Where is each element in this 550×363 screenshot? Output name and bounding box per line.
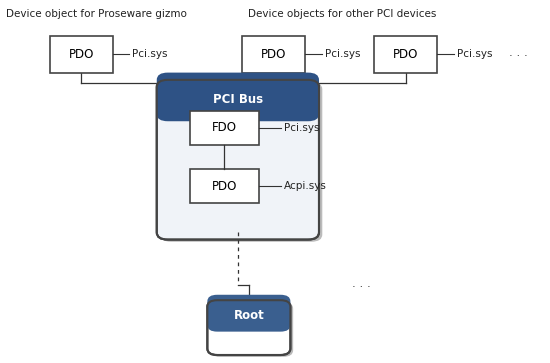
Text: Pci.sys: Pci.sys	[132, 49, 168, 60]
Bar	[374, 36, 437, 73]
Text: Device object for Proseware gizmo: Device object for Proseware gizmo	[6, 9, 186, 19]
Bar	[169, 102, 307, 114]
Text: PDO: PDO	[211, 180, 237, 192]
FancyBboxPatch shape	[160, 82, 322, 242]
FancyBboxPatch shape	[207, 300, 290, 355]
Text: PDO: PDO	[68, 48, 94, 61]
Text: Pci.sys: Pci.sys	[284, 123, 320, 133]
Text: PDO: PDO	[261, 48, 287, 61]
Text: PDO: PDO	[393, 48, 419, 61]
FancyBboxPatch shape	[157, 80, 319, 240]
Text: Acpi.sys: Acpi.sys	[284, 181, 327, 191]
Bar	[219, 318, 279, 325]
FancyBboxPatch shape	[157, 73, 319, 121]
Text: FDO: FDO	[212, 122, 236, 134]
Text: Root: Root	[234, 309, 264, 322]
FancyBboxPatch shape	[210, 302, 293, 357]
Bar	[242, 36, 305, 73]
Text: PCI Bus: PCI Bus	[213, 93, 263, 106]
Bar	[50, 36, 113, 73]
Bar	[190, 111, 258, 145]
Bar	[190, 169, 258, 203]
Text: Device objects for other PCI devices: Device objects for other PCI devices	[248, 9, 436, 19]
Text: . . .: . . .	[352, 277, 371, 290]
Text: . . .: . . .	[509, 46, 527, 59]
FancyBboxPatch shape	[207, 295, 290, 332]
Text: Pci.sys: Pci.sys	[456, 49, 492, 60]
Text: Pci.sys: Pci.sys	[324, 49, 360, 60]
